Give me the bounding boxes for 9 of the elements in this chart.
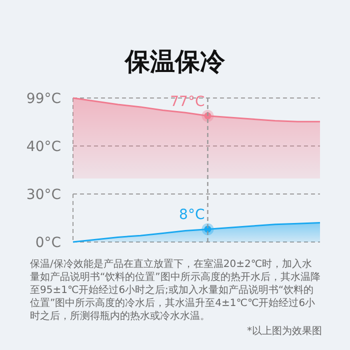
text: 保温/保冷效能是产品在直立放置下，在室温20±2℃时，加入水量如产品说明书“饮料的位置”图中所示高度的热开水后，其水温降至95±1℃开始经过6小时之后;或加入水量如产品说明书“饮料的位置”图中所示高度的冷水后，其水温升至4±1℃℃开始经过6小时之后，所测得瓶内的热水或冷水水温。	[30, 258, 322, 323]
y-tick-label: 40°C	[26, 138, 62, 155]
y-tick-label: 30°C	[26, 187, 62, 203]
y-tick-label: 0°C	[35, 235, 62, 251]
text: *以上图为效果图	[246, 325, 322, 338]
y-tick-label: 99°C	[26, 91, 62, 107]
chart-title: 保温保冷	[124, 47, 226, 76]
data-label: 77°C	[170, 94, 205, 110]
data-label: 8°C	[179, 207, 205, 224]
